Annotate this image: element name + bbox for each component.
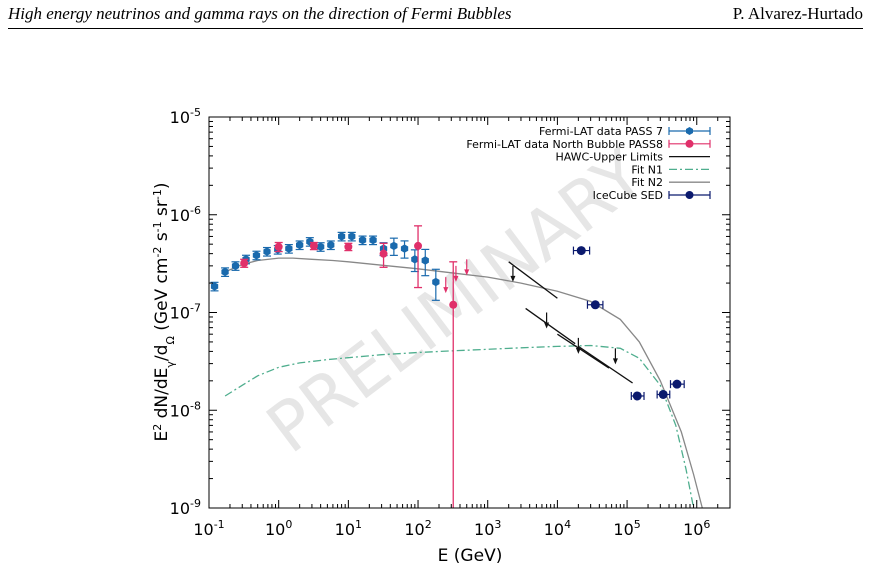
legend-entry: Fermi-LAT data North Bubble PASS8 — [466, 138, 711, 151]
pass7-point — [263, 246, 272, 257]
hawc-limit-segment — [525, 307, 576, 345]
legend-entry: Fit N1 — [631, 163, 710, 176]
legend-entry: HAWC-Upper Limits — [555, 151, 710, 164]
pass8-point — [240, 258, 249, 268]
hawc-limit-arrow — [510, 265, 516, 282]
pass7-point — [421, 248, 430, 277]
pass7-point — [252, 250, 261, 261]
fit-n2-curve — [224, 257, 703, 508]
pass7-point — [358, 235, 367, 246]
hawc-limit-segment — [578, 345, 633, 384]
x-tick-label: 101 — [335, 518, 362, 539]
legend-entry: Fermi-LAT data PASS 7 — [539, 125, 711, 138]
pass8-point — [274, 241, 283, 253]
x-tick-label: 105 — [613, 518, 640, 539]
pass7-point — [326, 240, 335, 251]
legend-label: Fit N2 — [631, 176, 663, 189]
x-tick-label: 100 — [265, 518, 292, 539]
pass8-point — [309, 241, 318, 251]
pass7-point — [347, 231, 356, 242]
legend-label: HAWC-Upper Limits — [555, 151, 663, 164]
pass7-point — [316, 242, 325, 252]
header-title: High energy neutrinos and gamma rays on … — [8, 4, 512, 23]
y-tick-label: 10-7 — [170, 302, 201, 323]
pass8-point — [449, 261, 458, 508]
icecube-point — [586, 300, 604, 310]
icecube-point — [572, 246, 591, 256]
pass8-upper-limit-arrow — [453, 265, 459, 282]
pass7-point — [295, 240, 304, 251]
icecube-point — [656, 389, 671, 399]
x-tick-label: 10-1 — [193, 518, 224, 539]
plot-content — [210, 225, 703, 508]
hawc-limit-segment — [557, 333, 610, 369]
header-author: P. Alvarez-Hurtado — [732, 4, 863, 23]
pass7-point — [221, 267, 230, 278]
y-tick-label: 10-6 — [170, 204, 201, 225]
watermark: PRELIMINARY — [253, 135, 660, 469]
pass7-point — [337, 231, 346, 242]
icecube-point — [630, 391, 645, 401]
pass7-point — [231, 261, 240, 271]
pass8-point — [344, 242, 353, 252]
pass8-point — [414, 225, 423, 289]
hawc-limit-arrow — [575, 337, 581, 354]
hawc-limit-arrow — [544, 312, 550, 329]
pass7-point — [431, 268, 440, 301]
y-axis: 10-9 10-8 10-7 10-6 10-5 — [170, 106, 730, 518]
legend-label: Fermi-LAT data North Bubble PASS8 — [466, 138, 663, 151]
x-axis: 10-1 100 101 102 103 104 105 106 — [193, 117, 731, 539]
running-header: High energy neutrinos and gamma rays on … — [8, 0, 863, 29]
hawc-limit-arrow — [612, 348, 618, 365]
y-tick-label: 10-5 — [170, 106, 201, 127]
legend-label: Fermi-LAT data PASS 7 — [539, 125, 663, 138]
pass8-point — [379, 242, 388, 268]
y-tick-label: 10-8 — [170, 399, 201, 420]
pass7-point — [210, 281, 219, 292]
pass7-point — [369, 235, 378, 246]
pass8-upper-limit-arrow — [443, 277, 449, 294]
icecube-point — [669, 379, 685, 389]
legend-entry: IceCube SED — [593, 189, 711, 202]
legend-label: IceCube SED — [593, 189, 663, 202]
pass8-upper-limit-arrow — [464, 259, 470, 276]
pass7-point — [389, 237, 398, 256]
pass7-point — [400, 240, 409, 259]
hawc-limit-segment — [508, 261, 558, 299]
x-tick-label: 106 — [683, 518, 710, 539]
x-tick-label: 104 — [544, 518, 571, 539]
legend-label: Fit N1 — [631, 163, 663, 176]
x-tick-label: 103 — [474, 518, 501, 539]
x-axis-label: E (GeV) — [438, 546, 503, 566]
y-axis-label: E2 dN/dEγ/dΩ (GeV cm-2 s-1 sr-1) — [151, 182, 177, 441]
y-tick-label: 10-9 — [170, 497, 201, 518]
legend-entry: Fit N2 — [631, 176, 710, 189]
x-tick-label: 102 — [404, 518, 431, 539]
pass7-point — [284, 244, 293, 254]
fit-n1-curve — [224, 344, 695, 508]
